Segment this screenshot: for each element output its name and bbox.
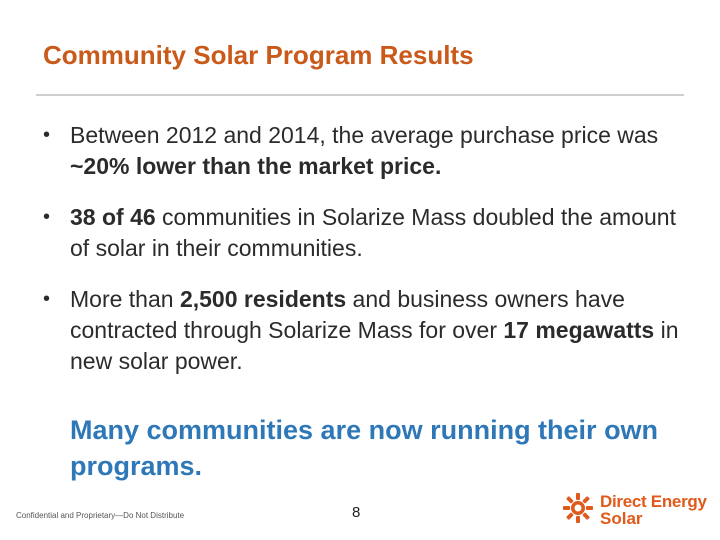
bullet-dot: • [43,124,51,146]
sun-logo-icon [563,493,593,523]
bullet-text-emphasis: 2,500 residents [179,286,347,312]
bullet-text-segment: and business owners have contracted thro… [70,286,625,343]
bullet-text-segment: Between 2012 and 2014, the average purch… [70,122,659,148]
bullet-item: • 38 of 46 communities in Solarize Mass … [43,202,693,264]
slide-title: Community Solar Program Results [43,40,474,70]
bullet-list: • Between 2012 and 2014, the average pur… [43,120,693,397]
page-number: 8 [352,504,361,521]
company-logo: Direct Energy Solar [562,492,712,528]
bullet-dot: • [43,288,51,310]
bullet-text: Between 2012 and 2014, the average purch… [70,122,658,179]
bullet-text-segment: More than [70,286,180,312]
bullet-dot: • [43,206,51,228]
bullet-text: More than 2,500 residents and business o… [70,286,679,374]
bullet-text-emphasis: 38 of 46 [70,204,156,230]
bullet-text-segment: in new solar power. [70,317,679,374]
bullet-item: • More than 2,500 residents and business… [43,284,693,377]
callout-text: Many communities are now running their o… [70,415,659,481]
logo-wordmark-line1: Direct Energy [600,492,707,511]
bullet-text-emphasis: ~20% lower than the market price. [70,153,442,179]
bullet-text-emphasis: 17 megawatts [503,317,655,343]
bullet-text-segment: communities in Solarize Mass doubled the… [70,204,676,261]
logo-wordmark-line2: Solar [600,509,643,528]
bullet-item: • Between 2012 and 2014, the average pur… [43,120,693,182]
bullet-text: 38 of 46 communities in Solarize Mass do… [70,204,676,261]
confidentiality-note: Confidential and Proprietary—Do Not Dist… [16,511,185,520]
title-divider [36,94,684,96]
